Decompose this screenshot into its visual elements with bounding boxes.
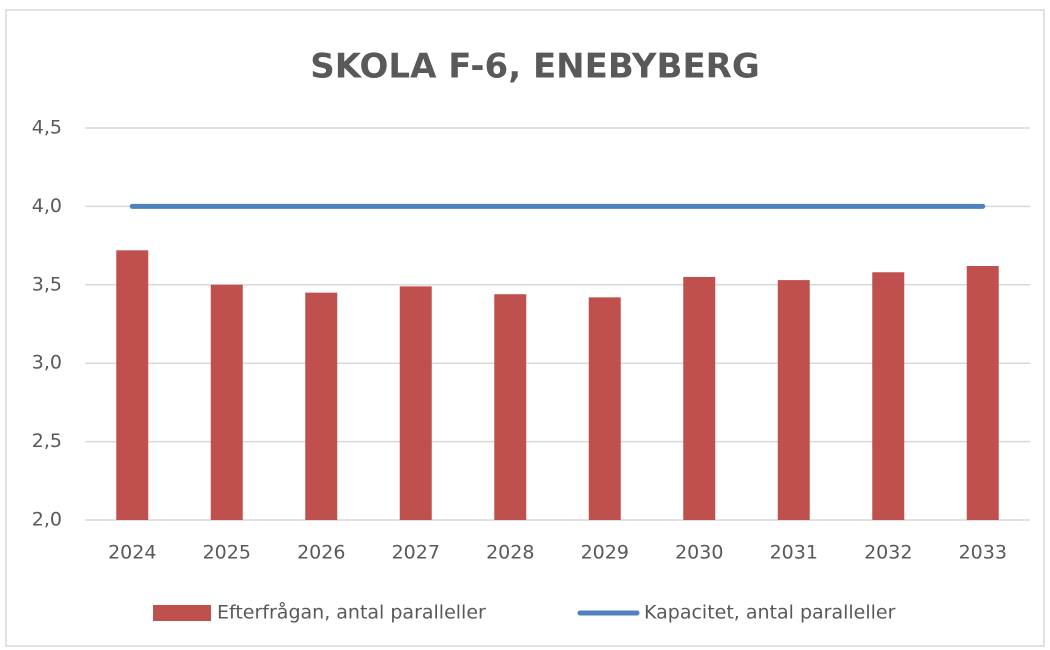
x-tick-label: 2027 xyxy=(392,542,440,564)
y-tick-label: 3,5 xyxy=(32,273,62,295)
y-tick-label: 2,5 xyxy=(32,430,62,452)
bar xyxy=(588,297,621,520)
x-tick-label: 2033 xyxy=(959,542,1007,564)
legend-label: Efterfrågan, antal paralleller xyxy=(217,601,486,624)
y-tick-label: 4,0 xyxy=(32,195,62,217)
bar xyxy=(872,272,905,520)
bar xyxy=(683,276,716,520)
x-tick-label: 2028 xyxy=(486,542,534,564)
x-tick-label: 2029 xyxy=(581,542,629,564)
x-tick-label: 2030 xyxy=(675,542,723,564)
bar xyxy=(777,280,810,520)
bar xyxy=(966,265,999,520)
y-tick-label: 2,0 xyxy=(32,509,62,531)
bar xyxy=(399,286,432,520)
x-tick-label: 2024 xyxy=(108,542,156,564)
x-tick-label: 2031 xyxy=(770,542,818,564)
bar xyxy=(305,292,338,520)
bar xyxy=(494,294,527,520)
y-tick-label: 3,0 xyxy=(32,352,62,374)
legend-swatch xyxy=(153,605,211,621)
x-tick-label: 2026 xyxy=(297,542,345,564)
chart-title: SKOLA F-6, ENEBYBERG xyxy=(310,47,760,87)
bar xyxy=(116,250,149,520)
legend-label: Kapacitet, antal paralleller xyxy=(644,602,896,624)
x-tick-label: 2032 xyxy=(864,542,912,564)
x-tick-label: 2025 xyxy=(203,542,251,564)
bar xyxy=(210,284,243,520)
y-tick-label: 4,5 xyxy=(32,117,62,139)
